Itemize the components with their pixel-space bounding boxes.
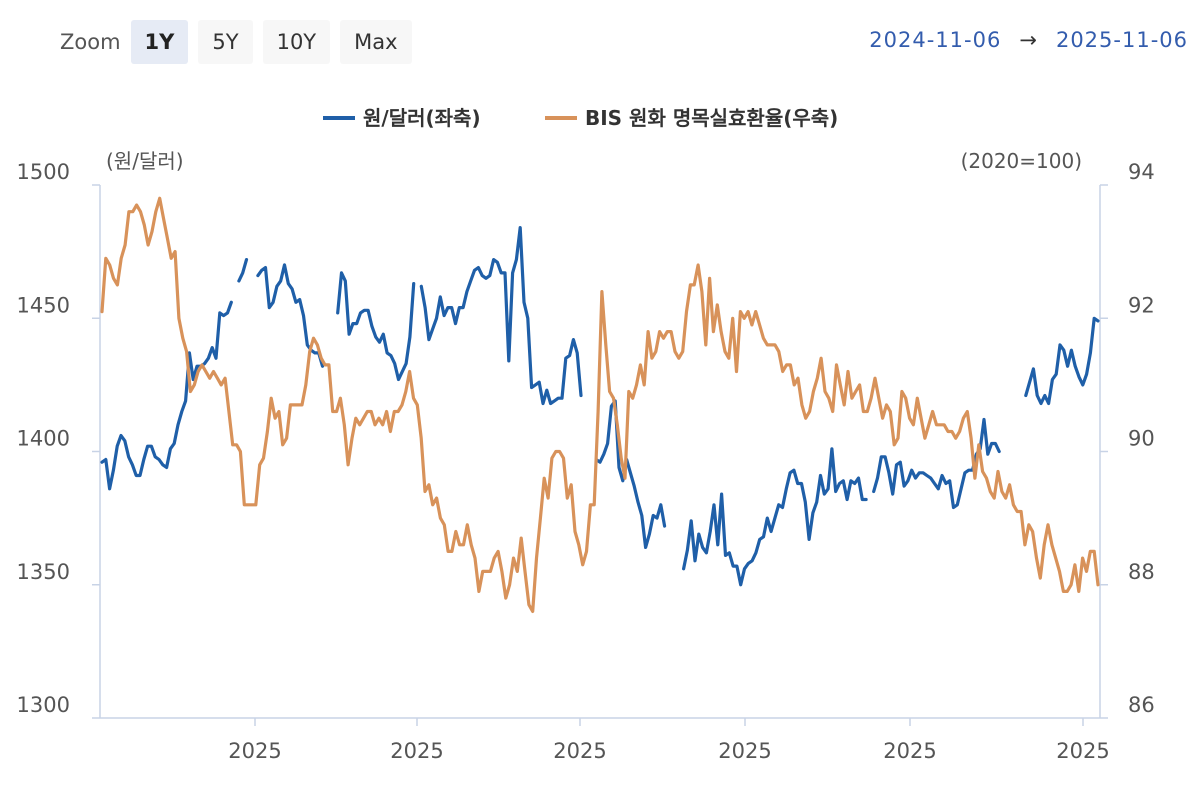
zoom-max-button[interactable]: Max bbox=[340, 20, 412, 64]
zoom-bar: Zoom 1Y 5Y 10Y Max bbox=[60, 20, 412, 64]
right-tick-label: 90 bbox=[1128, 427, 1155, 451]
x-tick-label: 2025 bbox=[553, 739, 606, 763]
x-tick-label: 2025 bbox=[718, 739, 771, 763]
x-tick-label: 2025 bbox=[390, 739, 443, 763]
series-line[interactable] bbox=[100, 196, 1100, 613]
series-neer bbox=[100, 196, 1100, 613]
right-tick-label: 86 bbox=[1128, 693, 1155, 717]
right-tick-label: 94 bbox=[1128, 160, 1155, 184]
zoom-10y-button[interactable]: 10Y bbox=[262, 20, 331, 64]
left-tick-label: 1350 bbox=[17, 560, 70, 584]
series-line[interactable] bbox=[100, 226, 1100, 587]
chart-legend: 원/달러(좌축) BIS 원화 명목실효환율(우축) bbox=[323, 106, 838, 130]
legend-neer[interactable]: BIS 원화 명목실효환율(우축) bbox=[585, 106, 838, 130]
right-tick-label: 92 bbox=[1128, 293, 1155, 317]
x-tick-label: 2025 bbox=[228, 739, 281, 763]
zoom-1y-button[interactable]: 1Y bbox=[130, 20, 189, 64]
range-from[interactable]: 2024-11-06 bbox=[869, 28, 1002, 52]
right-axis-unit: (2020=100) bbox=[961, 149, 1082, 173]
zoom-5y-button[interactable]: 5Y bbox=[198, 20, 253, 64]
x-tick-label: 2025 bbox=[1056, 739, 1109, 763]
left-axis-unit: (원/달러) bbox=[106, 149, 184, 173]
series-usdkrw bbox=[100, 226, 1100, 587]
date-range: 2024-11-06 → 2025-11-06 bbox=[869, 28, 1188, 52]
range-arrow: → bbox=[1019, 28, 1038, 52]
left-tick-label: 1400 bbox=[17, 427, 70, 451]
right-tick-label: 88 bbox=[1128, 560, 1155, 584]
legend-usdkrw[interactable]: 원/달러(좌축) bbox=[363, 106, 481, 130]
left-tick-label: 1500 bbox=[17, 160, 70, 184]
range-to[interactable]: 2025-11-06 bbox=[1055, 28, 1188, 52]
zoom-label: Zoom bbox=[60, 30, 121, 54]
left-tick-label: 1300 bbox=[17, 693, 70, 717]
left-tick-label: 1450 bbox=[17, 293, 70, 317]
x-tick-label: 2025 bbox=[883, 739, 936, 763]
